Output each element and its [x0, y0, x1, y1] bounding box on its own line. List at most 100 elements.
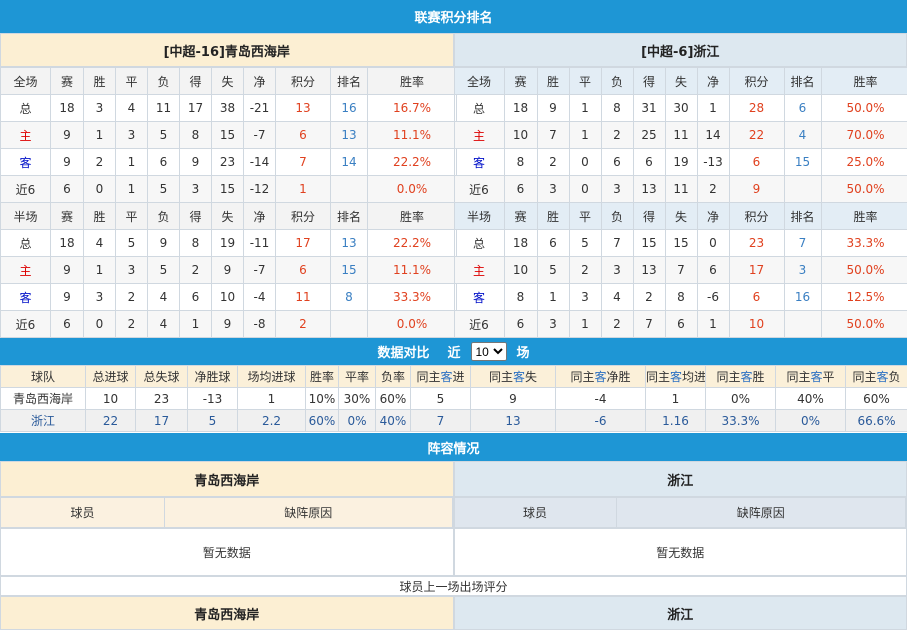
stat-cell: 23 — [212, 149, 244, 176]
column-header: 失 — [665, 203, 697, 230]
stat-cell: 1 — [180, 311, 212, 338]
stat-cell: 6 — [729, 149, 784, 176]
stat-cell: 30 — [665, 95, 697, 122]
stat-cell: 6 — [51, 176, 84, 203]
stat-cell: 15 — [633, 230, 665, 257]
stat-cell — [331, 176, 368, 203]
stat-cell: 0 — [84, 176, 116, 203]
team-name: [中超-6]浙江 — [454, 33, 907, 67]
stat-cell: 2 — [697, 176, 729, 203]
stat-cell: 9 — [51, 284, 84, 311]
column-header: 全场 — [454, 68, 504, 95]
stat-cell: 总 — [1, 230, 51, 257]
stat-cell: 22 — [729, 122, 784, 149]
compare-cell: 1 — [238, 388, 306, 410]
stat-cell: 10 — [504, 257, 537, 284]
stat-cell: -8 — [244, 311, 276, 338]
compare-cell: 40% — [776, 388, 846, 410]
column-header: 排名 — [331, 203, 368, 230]
stat-cell: 1 — [276, 176, 331, 203]
column-header: 胜 — [537, 203, 569, 230]
stat-cell: 6 — [729, 284, 784, 311]
stat-cell: 7 — [276, 149, 331, 176]
stat-cell: 总 — [454, 95, 504, 122]
stat-cell: 9 — [729, 176, 784, 203]
stat-cell: 6 — [665, 311, 697, 338]
stat-cell: -6 — [697, 284, 729, 311]
column-header: 同主客失 — [471, 366, 556, 388]
column-header: 胜 — [84, 203, 116, 230]
column-header: 净胜球 — [188, 366, 238, 388]
team-link[interactable]: 浙江 — [1, 410, 86, 432]
column-header: 总进球 — [86, 366, 136, 388]
compare-cell: -4 — [556, 388, 646, 410]
column-header: 净 — [244, 68, 276, 95]
compare-cell: -6 — [556, 410, 646, 432]
stat-cell: 近6 — [454, 311, 504, 338]
stat-cell: 客 — [454, 284, 504, 311]
column-header: 赛 — [504, 68, 537, 95]
stat-cell: 近6 — [454, 176, 504, 203]
compare-cell: 0% — [706, 388, 776, 410]
stat-cell: 13 — [331, 122, 368, 149]
stat-cell: -21 — [244, 95, 276, 122]
stat-cell: 主 — [454, 257, 504, 284]
full-header-row: 全场赛胜平负得失净积分排名胜率 — [454, 68, 907, 95]
team-link[interactable]: 青岛西海岸 — [1, 388, 86, 410]
stat-cell: 31 — [633, 95, 665, 122]
stat-cell: 4 — [784, 122, 821, 149]
stat-cell: 19 — [665, 149, 697, 176]
lineup-title: 阵容情况 — [0, 433, 907, 461]
stat-cell: 6 — [51, 311, 84, 338]
stat-cell: 6 — [633, 149, 665, 176]
stat-cell: 主 — [1, 257, 51, 284]
column-header: 同主客负 — [846, 366, 907, 388]
column-header: 赛 — [504, 203, 537, 230]
match-count-select[interactable]: 10 — [471, 342, 507, 361]
stat-cell: 9 — [51, 122, 84, 149]
column-header: 场均进球 — [238, 366, 306, 388]
column-header: 积分 — [729, 203, 784, 230]
column-header: 赛 — [51, 203, 84, 230]
stat-cell: 2 — [633, 284, 665, 311]
stat-cell: 0 — [84, 311, 116, 338]
stat-cell: 18 — [504, 95, 537, 122]
stat-cell: 6 — [276, 122, 331, 149]
stat-cell: 11.1% — [368, 122, 457, 149]
column-header: 得 — [180, 203, 212, 230]
stat-cell: 4 — [148, 284, 180, 311]
compare-unit: 场 — [517, 342, 530, 361]
stat-cell: 38 — [212, 95, 244, 122]
stat-cell: 6 — [180, 284, 212, 311]
column-header: 平 — [569, 68, 601, 95]
stat-cell: 17 — [729, 257, 784, 284]
stat-cell: 0 — [569, 149, 601, 176]
standings-title: 联赛积分排名 — [0, 0, 907, 33]
compare-title: 数据对比 — [377, 342, 429, 361]
column-header: 平 — [569, 203, 601, 230]
stat-cell: 总 — [454, 230, 504, 257]
stat-cell: 3 — [116, 122, 148, 149]
stat-cell: 16.7% — [368, 95, 457, 122]
stat-cell: 28 — [729, 95, 784, 122]
stat-cell: 7 — [633, 311, 665, 338]
stat-cell: 1 — [569, 95, 601, 122]
column-header: 积分 — [276, 203, 331, 230]
stat-cell: 3 — [84, 284, 116, 311]
column-header: 净 — [697, 203, 729, 230]
column-header: 胜率 — [821, 68, 907, 95]
stat-cell: 0 — [569, 176, 601, 203]
compare-cell: 7 — [411, 410, 471, 432]
stat-cell: 5 — [537, 257, 569, 284]
column-header: 同主客均进 — [646, 366, 706, 388]
column-header: 失 — [212, 68, 244, 95]
column-header: 排名 — [331, 68, 368, 95]
column-header: 总失球 — [136, 366, 188, 388]
half-header-row: 半场赛胜平负得失净积分排名胜率 — [1, 203, 457, 230]
stat-cell: 4 — [84, 230, 116, 257]
